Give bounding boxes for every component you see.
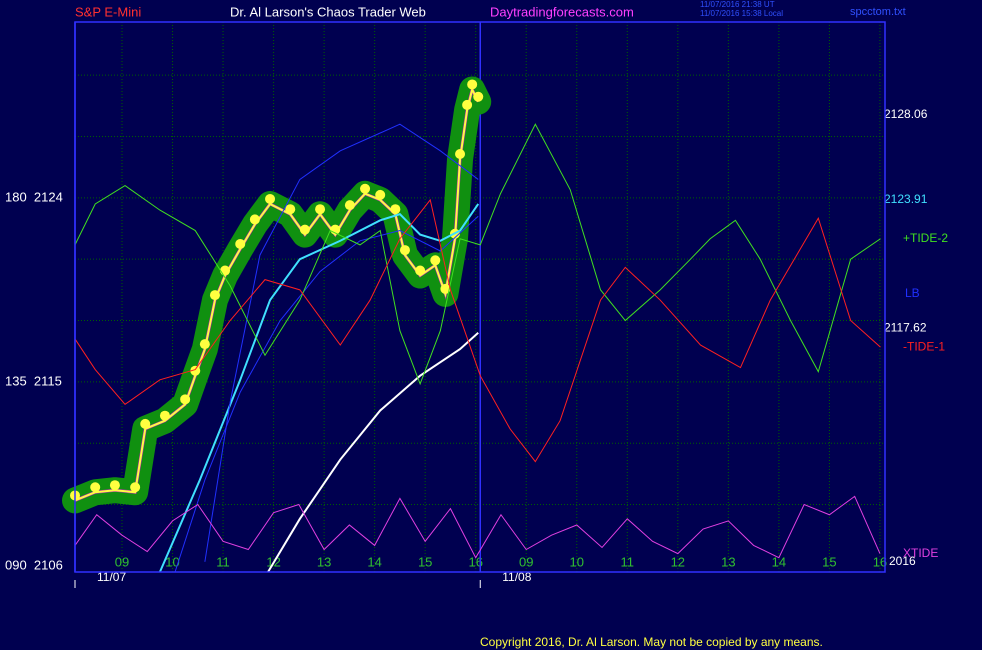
price-dot xyxy=(220,265,231,276)
x-tick-label: 16 xyxy=(468,554,482,569)
plot-border xyxy=(74,21,886,573)
price-dot xyxy=(130,482,141,493)
instrument: S&P E-Mini xyxy=(75,4,141,19)
x-tick-label: 14 xyxy=(772,554,786,569)
file-name: spcctom.txt xyxy=(850,6,906,18)
price-dot xyxy=(209,290,220,301)
price-dot xyxy=(344,200,355,211)
series-line xyxy=(174,215,479,573)
series-line xyxy=(204,123,479,562)
price-dot xyxy=(109,480,120,491)
legend-label: -TIDE-1 xyxy=(903,339,945,353)
price-dot xyxy=(249,214,260,225)
y-tick-label: 090 2106 xyxy=(5,557,63,572)
price-dot xyxy=(235,238,246,249)
x-tick-label: 15 xyxy=(418,554,432,569)
x-tick-label: 11 xyxy=(216,554,230,569)
price-dot xyxy=(299,224,310,235)
price-dot xyxy=(399,245,410,256)
price-dot xyxy=(415,265,426,276)
x-tick-label: 16 xyxy=(873,554,887,569)
price-dot xyxy=(285,204,296,215)
y-tick-label: 180 2124 xyxy=(5,189,63,204)
price-dot xyxy=(265,193,276,204)
price-dot xyxy=(199,339,210,350)
copyright: Copyright 2016, Dr. Al Larson. May not b… xyxy=(480,635,823,649)
x-tick-label: 13 xyxy=(317,554,331,569)
y-tick-label: 135 2115 xyxy=(5,373,62,388)
price-dot xyxy=(467,79,478,90)
x-tick-label: 14 xyxy=(367,554,381,569)
price-dot xyxy=(360,183,371,194)
series-line xyxy=(158,203,480,573)
price-dot xyxy=(315,204,326,215)
level-label: 2128.06 xyxy=(884,107,928,121)
price-dot xyxy=(455,148,466,159)
site: Daytradingforecasts.com xyxy=(490,4,634,19)
legend-label: +TIDE-2 xyxy=(903,231,948,245)
series-line xyxy=(267,332,479,573)
series-line xyxy=(74,495,881,559)
price-dot xyxy=(140,418,151,429)
price-dot xyxy=(180,394,191,405)
x-tick-label: 10 xyxy=(165,554,179,569)
x-tick-label: 11 xyxy=(621,554,635,569)
price-dot xyxy=(375,189,386,200)
series-line xyxy=(74,123,881,386)
price-dot xyxy=(430,255,441,266)
year-label: 2016 xyxy=(889,554,916,568)
price-dot xyxy=(190,365,201,376)
x-tick-label: 10 xyxy=(570,554,584,569)
x-tick-label: 09 xyxy=(519,554,533,569)
timestamp: 11/07/2016 15:38 Local xyxy=(700,9,783,18)
price-dot xyxy=(159,410,170,421)
series-line xyxy=(74,198,881,463)
x-tick-label: 13 xyxy=(721,554,735,569)
price-dot xyxy=(462,99,473,110)
x-tick-label: 15 xyxy=(822,554,836,569)
x-tick-label: 12 xyxy=(671,554,685,569)
x-tick-label: 09 xyxy=(115,554,129,569)
price-dot xyxy=(473,91,484,102)
level-label: 2117.62 xyxy=(884,320,927,334)
legend-label: XTIDE xyxy=(903,546,938,560)
timestamp: 11/07/2016 21:38 UT xyxy=(700,0,775,9)
price-dot xyxy=(90,482,101,493)
price-dot xyxy=(390,204,401,215)
date-label: 11/07 xyxy=(97,570,126,584)
level-label: 2123.91 xyxy=(884,192,928,206)
chart-title: Dr. Al Larson's Chaos Trader Web xyxy=(230,4,426,19)
legend-label: LB xyxy=(905,286,920,300)
price-dot xyxy=(440,283,451,294)
date-label: 11/08 xyxy=(502,570,531,584)
